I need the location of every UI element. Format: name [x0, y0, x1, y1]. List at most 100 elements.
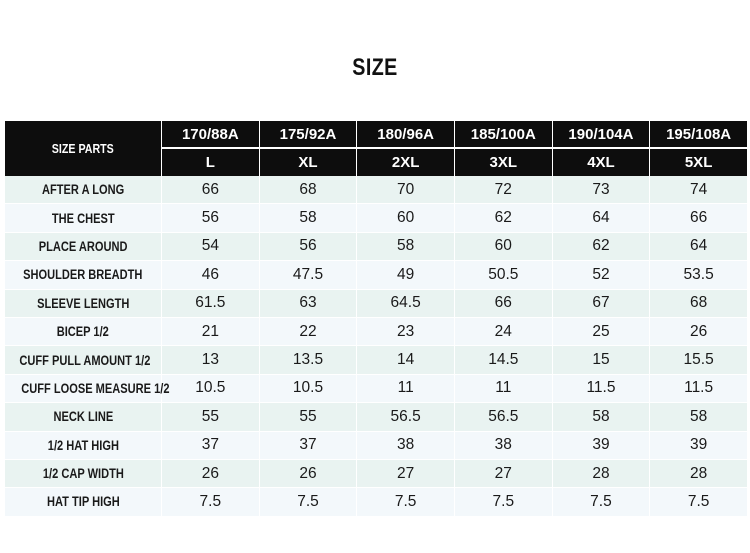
table-cell: 13.5: [258, 345, 358, 375]
row-label: CUFF LOOSE MEASURE 1/2: [4, 374, 170, 404]
height-header-cell: 195/108A: [649, 121, 748, 149]
table-cell: 11: [453, 374, 553, 404]
height-header-cell: 185/100A: [453, 121, 553, 149]
table-cell: 26: [258, 459, 358, 489]
size-header-cell: XL: [258, 148, 358, 176]
table-cell: 7.5: [161, 487, 260, 517]
table-cell: 74: [649, 176, 748, 205]
table-cell: 13: [161, 345, 260, 375]
row-label: 1/2 HAT HIGH: [4, 431, 162, 460]
size-chart-table: SIZE PARTS 170/88A 175/92A 180/96A 185/1…: [4, 121, 748, 517]
table-cell: 22: [258, 317, 358, 347]
table-cell: 39: [551, 431, 651, 460]
table-cell: 61.5: [161, 289, 260, 318]
table-cell: 67: [551, 289, 651, 318]
table-cell: 25: [551, 317, 651, 347]
table-cell: 38: [453, 431, 553, 460]
table-cell: 28: [551, 459, 651, 489]
table-cell: 62: [453, 203, 553, 233]
table-cell: 56.5: [453, 402, 553, 432]
table-cell: 14.5: [453, 345, 553, 375]
size-header-cell: 3XL: [453, 148, 553, 176]
table-row: CUFF LOOSE MEASURE 1/2 10.5 10.5 11 11 1…: [4, 374, 748, 404]
height-header-cell: 175/92A: [258, 121, 358, 149]
table-cell: 23: [356, 317, 455, 347]
row-label: CUFF PULL AMOUNT 1/2: [4, 345, 162, 375]
size-header-cell: 5XL: [649, 148, 748, 176]
table-cell: 10.5: [258, 374, 358, 404]
table-row: SLEEVE LENGTH 61.5 63 64.5 66 67 68: [4, 289, 748, 318]
table-cell: 26: [161, 459, 260, 489]
table-row: 1/2 CAP WIDTH 26 26 27 27 28 28: [4, 459, 748, 489]
table-cell: 7.5: [356, 487, 455, 517]
table-cell: 7.5: [258, 487, 358, 517]
row-label: NECK LINE: [4, 402, 162, 432]
table-cell: 7.5: [649, 487, 748, 517]
table-row: CUFF PULL AMOUNT 1/2 13 13.5 14 14.5 15 …: [4, 345, 748, 375]
height-header-cell: 190/104A: [551, 121, 651, 149]
table-cell: 38: [356, 431, 455, 460]
table-cell: 56: [258, 232, 358, 262]
row-label: 1/2 CAP WIDTH: [4, 459, 162, 489]
table-cell: 55: [258, 402, 358, 432]
table-cell: 66: [649, 203, 748, 233]
table-cell: 63: [258, 289, 358, 318]
table-cell: 11.5: [649, 374, 748, 404]
table-cell: 7.5: [551, 487, 651, 517]
table-cell: 47.5: [258, 260, 358, 290]
table-cell: 50.5: [453, 260, 553, 290]
table-row: NECK LINE 55 55 56.5 56.5 58 58: [4, 402, 748, 432]
row-label: PLACE AROUND: [4, 232, 162, 262]
table-cell: 64.5: [356, 289, 455, 318]
table-cell: 62: [551, 232, 651, 262]
table-cell: 56.5: [356, 402, 455, 432]
table-cell: 21: [161, 317, 260, 347]
table-cell: 10.5: [161, 374, 260, 404]
page-title: SIZE: [352, 54, 398, 81]
size-parts-header: SIZE PARTS: [4, 121, 162, 176]
table-cell: 15: [551, 345, 651, 375]
table-row: SHOULDER BREADTH 46 47.5 49 50.5 52 53.5: [4, 260, 748, 290]
table-cell: 60: [453, 232, 553, 262]
table-cell: 37: [161, 431, 260, 460]
table-cell: 49: [356, 260, 455, 290]
table-cell: 64: [649, 232, 748, 262]
table-cell: 27: [453, 459, 553, 489]
table-cell: 52: [551, 260, 651, 290]
height-header-cell: 170/88A: [161, 121, 260, 149]
table-cell: 58: [551, 402, 651, 432]
table-row: AFTER A LONG 66 68 70 72 73 74: [4, 176, 748, 205]
row-label: BICEP 1/2: [4, 317, 162, 347]
table-cell: 7.5: [453, 487, 553, 517]
table-cell: 72: [453, 176, 553, 205]
table-cell: 58: [258, 203, 358, 233]
size-header-cell: 2XL: [356, 148, 455, 176]
table-cell: 37: [258, 431, 358, 460]
row-label: AFTER A LONG: [4, 176, 162, 205]
height-header-cell: 180/96A: [356, 121, 455, 149]
table-cell: 24: [453, 317, 553, 347]
size-header-cell: 4XL: [551, 148, 651, 176]
size-header-row: L XL 2XL 3XL 4XL 5XL: [5, 148, 748, 176]
table-cell: 11.5: [551, 374, 651, 404]
table-cell: 46: [161, 260, 260, 290]
table-cell: 27: [356, 459, 455, 489]
table-cell: 55: [161, 402, 260, 432]
table-row: PLACE AROUND 54 56 58 60 62 64: [4, 232, 748, 262]
table-cell: 68: [649, 289, 748, 318]
table-cell: 15.5: [649, 345, 748, 375]
table-row: HAT TIP HIGH 7.5 7.5 7.5 7.5 7.5 7.5: [4, 487, 748, 517]
table-row: 1/2 HAT HIGH 37 37 38 38 39 39: [4, 431, 748, 460]
table-cell: 28: [649, 459, 748, 489]
size-header-cell: L: [161, 148, 260, 176]
row-label: SHOULDER BREADTH: [4, 260, 162, 290]
table-cell: 53.5: [649, 260, 748, 290]
table-cell: 68: [258, 176, 358, 205]
table-cell: 73: [551, 176, 651, 205]
height-header-row: SIZE PARTS 170/88A 175/92A 180/96A 185/1…: [4, 121, 748, 176]
table-cell: 11: [356, 374, 455, 404]
table-row: THE CHEST 56 58 60 62 64 66: [4, 203, 748, 233]
table-cell: 39: [649, 431, 748, 460]
table-cell: 54: [161, 232, 260, 262]
table-cell: 66: [161, 176, 260, 205]
